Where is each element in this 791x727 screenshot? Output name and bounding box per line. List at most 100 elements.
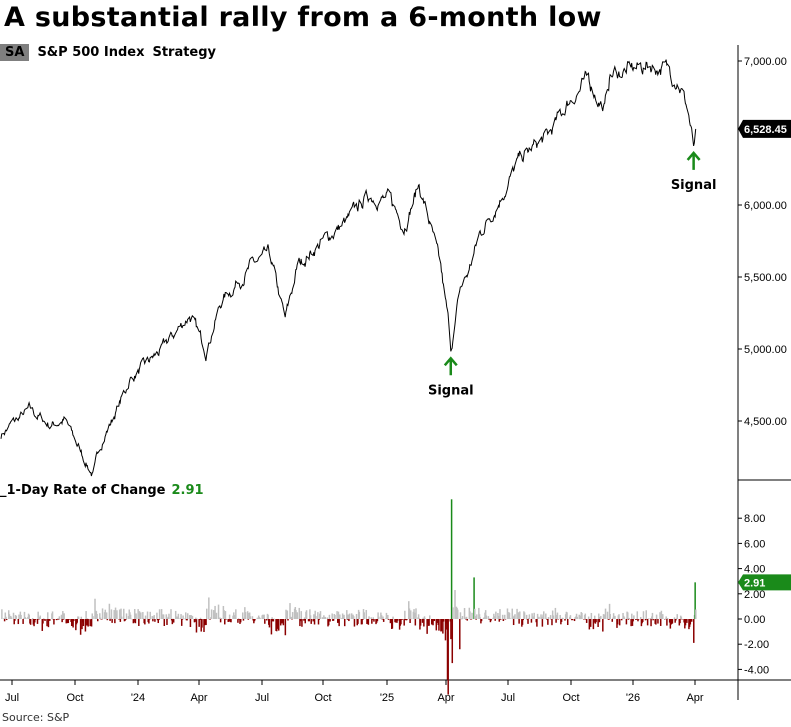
roc-bar bbox=[642, 611, 645, 619]
roc-bar bbox=[291, 612, 294, 619]
roc-bar bbox=[555, 619, 557, 623]
roc-bar bbox=[282, 619, 285, 626]
price-ytick-label: 7,000.00 bbox=[744, 56, 787, 68]
roc-bar bbox=[87, 619, 89, 627]
roc-bar bbox=[237, 618, 240, 619]
roc-bar bbox=[686, 619, 688, 623]
roc-bar bbox=[523, 612, 526, 619]
roc-bar bbox=[304, 619, 306, 624]
roc-bar bbox=[25, 617, 27, 619]
roc-bar bbox=[336, 611, 338, 619]
roc-bar bbox=[690, 619, 693, 622]
roc-bar bbox=[533, 612, 535, 619]
roc-bar bbox=[189, 615, 191, 619]
roc-bar bbox=[313, 614, 315, 619]
roc-bar bbox=[217, 604, 220, 619]
roc-bar bbox=[33, 619, 36, 623]
roc-bar bbox=[63, 613, 65, 619]
price-legend: SA S&P 500 Index Strategy bbox=[0, 44, 216, 61]
roc-bar bbox=[380, 615, 383, 619]
roc-bar bbox=[628, 617, 630, 619]
roc-bar bbox=[632, 619, 634, 622]
roc-bar bbox=[119, 619, 122, 622]
roc-bar bbox=[158, 619, 160, 621]
roc-bar bbox=[378, 616, 380, 619]
roc-bar bbox=[309, 615, 312, 619]
roc-bar bbox=[456, 609, 459, 619]
roc-bar bbox=[146, 611, 149, 619]
roc-bar bbox=[377, 612, 379, 619]
roc-bar bbox=[549, 615, 552, 619]
roc-bar bbox=[177, 613, 180, 619]
roc-bar bbox=[410, 618, 413, 620]
legend-extra: Strategy bbox=[152, 45, 217, 60]
roc-bar bbox=[10, 617, 13, 619]
roc-bar bbox=[592, 619, 595, 630]
roc-bar bbox=[396, 619, 399, 621]
roc-bar bbox=[421, 619, 424, 623]
roc-bar bbox=[543, 611, 545, 619]
roc-bar bbox=[545, 618, 548, 619]
roc-bar bbox=[290, 616, 293, 619]
roc-bar bbox=[118, 609, 121, 619]
roc-bar bbox=[321, 617, 324, 619]
roc-bar bbox=[660, 610, 663, 619]
roc-bar bbox=[435, 619, 438, 631]
roc-bar bbox=[249, 616, 252, 619]
roc-bar bbox=[451, 619, 454, 664]
roc-bar bbox=[631, 613, 633, 619]
roc-bar bbox=[108, 603, 111, 619]
roc-bar bbox=[62, 619, 65, 620]
roc-bar bbox=[17, 619, 20, 625]
roc-bar bbox=[111, 619, 113, 623]
roc-bar bbox=[268, 619, 271, 628]
roc-bar bbox=[400, 619, 402, 625]
roc-bar bbox=[156, 612, 158, 619]
roc-bar bbox=[309, 609, 311, 619]
roc-bar bbox=[348, 619, 350, 622]
roc-bar bbox=[317, 612, 319, 619]
roc-bar bbox=[484, 610, 487, 619]
roc-bar bbox=[372, 617, 374, 619]
roc-bar bbox=[134, 619, 137, 624]
roc-bar bbox=[151, 616, 153, 619]
roc-ytick-label: -4.00 bbox=[744, 664, 769, 676]
roc-bar bbox=[51, 611, 54, 619]
roc-bar bbox=[223, 610, 225, 619]
roc-bar bbox=[39, 615, 41, 619]
roc-bar bbox=[313, 619, 316, 625]
x-tick-label: '25 bbox=[380, 692, 394, 704]
roc-bar bbox=[81, 619, 83, 630]
roc-bar bbox=[368, 616, 370, 619]
roc-bar bbox=[90, 619, 93, 627]
roc-bar bbox=[547, 616, 550, 619]
roc-bar bbox=[80, 616, 83, 619]
roc-bar bbox=[214, 605, 216, 619]
roc-bar bbox=[72, 619, 74, 628]
roc-bar bbox=[464, 617, 466, 619]
roc-bar bbox=[522, 619, 524, 621]
roc-bar bbox=[504, 619, 507, 620]
roc-bar bbox=[152, 619, 154, 622]
roc-bar bbox=[286, 610, 289, 619]
roc-bar bbox=[135, 613, 137, 619]
roc-bar bbox=[497, 615, 500, 619]
roc-bar bbox=[460, 618, 462, 619]
roc-bar bbox=[616, 619, 619, 625]
roc-bar bbox=[46, 619, 48, 627]
roc-bar bbox=[528, 614, 531, 619]
roc-bar bbox=[251, 616, 254, 619]
roc-bar bbox=[317, 619, 320, 625]
roc-bar bbox=[206, 608, 208, 619]
roc-bar bbox=[684, 619, 687, 626]
roc-bar bbox=[110, 609, 113, 619]
roc-bar bbox=[120, 616, 123, 619]
roc-bar bbox=[612, 613, 615, 619]
roc-bar bbox=[137, 609, 139, 619]
roc-bar bbox=[598, 613, 600, 619]
roc-bar bbox=[485, 615, 488, 619]
roc-bar bbox=[350, 613, 353, 619]
roc-bar bbox=[279, 619, 282, 626]
roc-bar bbox=[422, 617, 424, 619]
roc-bar bbox=[452, 607, 454, 619]
